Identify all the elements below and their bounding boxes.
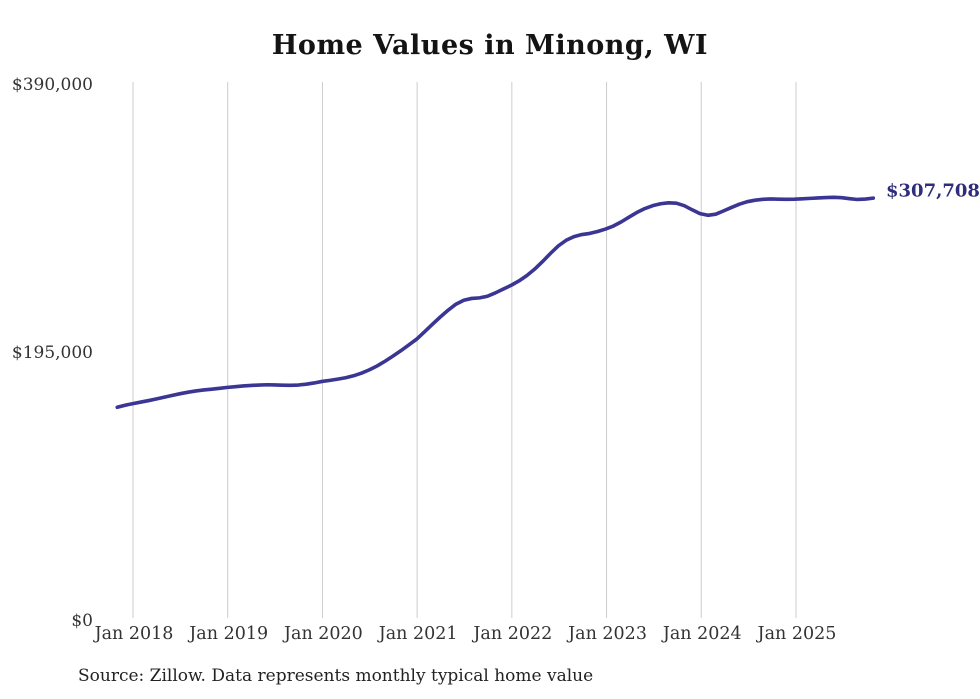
source-note: Source: Zillow. Data represents monthly … <box>78 666 594 686</box>
chart-title: Home Values in Minong, WI <box>271 30 709 61</box>
y-axis-tick-label: $0 <box>71 611 93 631</box>
x-axis-tick-label: Jan 2020 <box>283 624 363 644</box>
y-axis-tick-label: $390,000 <box>11 75 93 95</box>
current-value-label: $307,708 <box>886 180 980 202</box>
x-axis-tick-label: Jan 2023 <box>568 624 647 644</box>
x-axis-tick-label: Jan 2019 <box>189 624 269 644</box>
x-axis-tick-label: Jan 2025 <box>757 624 837 644</box>
x-axis-tick-label: Jan 2018 <box>94 624 174 644</box>
home-value-line-series <box>115 195 876 410</box>
x-axis-tick-label: Jan 2021 <box>378 624 458 644</box>
y-axis-tick-label: $195,000 <box>11 343 93 363</box>
x-axis-tick-label: Jan 2022 <box>473 624 553 644</box>
x-axis-tick-label: Jan 2024 <box>662 624 742 644</box>
